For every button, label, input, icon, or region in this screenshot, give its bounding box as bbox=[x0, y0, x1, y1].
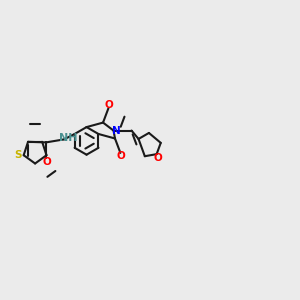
Text: NH: NH bbox=[59, 133, 77, 143]
Text: O: O bbox=[117, 152, 126, 161]
Text: S: S bbox=[14, 150, 22, 160]
Text: O: O bbox=[43, 157, 52, 166]
Text: O: O bbox=[105, 100, 114, 110]
Text: N: N bbox=[112, 125, 121, 136]
Text: O: O bbox=[154, 153, 163, 163]
